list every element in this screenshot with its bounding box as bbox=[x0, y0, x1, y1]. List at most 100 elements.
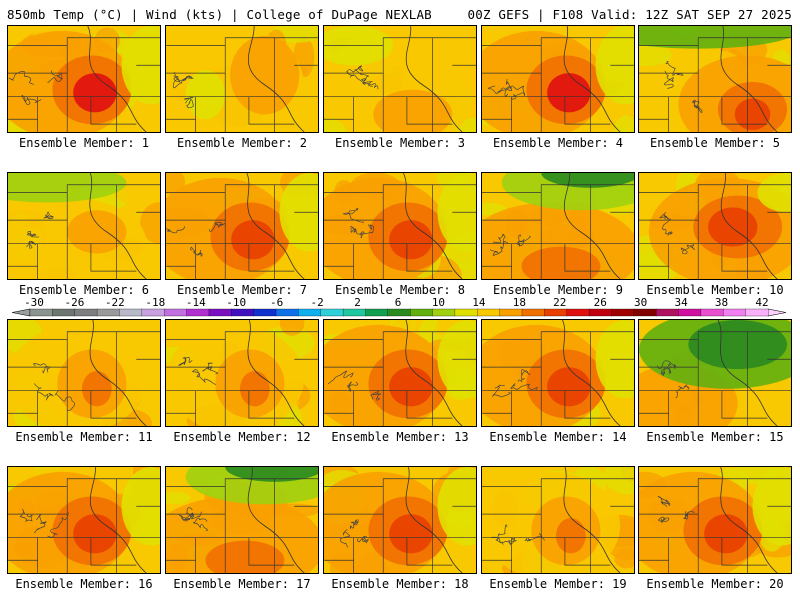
field-patch bbox=[166, 491, 191, 505]
colorbar-tick-label: -30 bbox=[24, 296, 44, 309]
ensemble-member-label: Ensemble Member: 13 bbox=[331, 430, 469, 444]
river-line bbox=[87, 26, 147, 132]
ensemble-member-map bbox=[481, 319, 635, 427]
terrain-contour bbox=[664, 70, 674, 89]
ensemble-member-label: Ensemble Member: 8 bbox=[334, 283, 466, 297]
ensemble-member-map bbox=[165, 172, 319, 280]
colorbar-segment bbox=[723, 308, 747, 317]
field-blob bbox=[230, 35, 300, 115]
river-line bbox=[247, 26, 305, 132]
colorbar-tick-label: -18 bbox=[145, 296, 165, 309]
terrain-contour bbox=[33, 363, 50, 374]
colorbar-segment bbox=[52, 308, 76, 317]
terrain-contour bbox=[516, 234, 531, 248]
colorbar-segment bbox=[141, 308, 165, 317]
ensemble-member-label: Ensemble Member: 1 bbox=[18, 136, 150, 150]
state-boundary bbox=[406, 96, 453, 125]
ensemble-member-label: Ensemble Member: 14 bbox=[489, 430, 627, 444]
colorbar-tick-label: 18 bbox=[513, 296, 526, 309]
river-line bbox=[720, 467, 778, 573]
colorbar-segment bbox=[678, 308, 702, 317]
ensemble-member-map bbox=[638, 172, 792, 280]
state-boundary bbox=[482, 478, 634, 515]
field-blob bbox=[389, 514, 433, 554]
state-boundary bbox=[406, 390, 453, 419]
river-line bbox=[247, 467, 305, 573]
colorbar-segment bbox=[611, 308, 635, 317]
river-line bbox=[720, 26, 778, 132]
colorbar-segment bbox=[499, 308, 523, 317]
ensemble-member-map bbox=[7, 466, 161, 574]
colorbar-tick-label: -2 bbox=[310, 296, 323, 309]
temperature-field bbox=[166, 320, 318, 426]
colorbar-segment bbox=[544, 308, 568, 317]
state-boundary bbox=[639, 478, 791, 515]
temperature-field bbox=[639, 467, 791, 573]
colorbar-tick-label: 10 bbox=[432, 296, 445, 309]
terrain-contour bbox=[488, 85, 507, 95]
state-boundary bbox=[482, 331, 634, 368]
river-line bbox=[563, 173, 621, 279]
ensemble-member-label: Ensemble Member: 9 bbox=[492, 283, 624, 297]
terrain-contour bbox=[501, 537, 518, 546]
field-blob bbox=[389, 220, 433, 260]
state-boundary bbox=[90, 390, 137, 419]
colorbar-segment bbox=[477, 308, 501, 317]
state-boundary bbox=[90, 96, 137, 125]
ensemble-member-label: Ensemble Member: 15 bbox=[646, 430, 784, 444]
terrain-contour bbox=[33, 383, 54, 401]
state-boundary bbox=[324, 478, 476, 515]
colorbar-tick-label: -22 bbox=[105, 296, 125, 309]
state-boundary bbox=[166, 331, 318, 368]
field-patch bbox=[482, 467, 524, 481]
river-line bbox=[89, 320, 147, 426]
ensemble-member-label: Ensemble Member: 3 bbox=[334, 136, 466, 150]
state-boundary bbox=[406, 243, 453, 272]
terrain-contour bbox=[680, 244, 695, 255]
river-line bbox=[247, 320, 305, 426]
terrain-contour bbox=[173, 71, 183, 89]
terrain-contour bbox=[665, 60, 684, 76]
ensemble-member-label: Ensemble Member: 10 bbox=[646, 283, 784, 297]
field-patch bbox=[752, 405, 791, 426]
field-blob bbox=[231, 220, 275, 260]
terrain-contour bbox=[192, 517, 208, 532]
temperature-field bbox=[8, 467, 160, 573]
state-boundary bbox=[324, 331, 476, 368]
terrain-contour bbox=[347, 381, 359, 392]
field-blob bbox=[73, 514, 117, 554]
river-line bbox=[405, 26, 463, 132]
terrain-contour bbox=[340, 529, 351, 548]
river-line bbox=[403, 173, 463, 279]
state-boundary bbox=[90, 537, 137, 566]
ensemble-member-map bbox=[638, 25, 792, 133]
ensemble-member-map bbox=[323, 466, 477, 574]
state-boundary bbox=[482, 184, 634, 221]
field-patch bbox=[639, 43, 672, 67]
field-blob bbox=[639, 26, 791, 49]
terrain-contour bbox=[47, 512, 69, 538]
terrain-contour bbox=[349, 519, 359, 530]
field-patch bbox=[603, 467, 634, 495]
ensemble-member-label: Ensemble Member: 17 bbox=[173, 577, 311, 591]
colorbar-tick-label: -14 bbox=[186, 296, 206, 309]
state-boundary bbox=[406, 537, 453, 566]
state-boundary bbox=[90, 243, 137, 272]
colorbar-segment bbox=[745, 308, 769, 317]
terrain-contour bbox=[524, 533, 545, 542]
ensemble-member-map bbox=[638, 319, 792, 427]
terrain-contour bbox=[43, 211, 54, 220]
colorbar-tick-label: 22 bbox=[553, 296, 566, 309]
field-blob bbox=[547, 367, 591, 407]
state-boundary bbox=[166, 478, 318, 515]
state-boundary bbox=[324, 184, 476, 221]
terrain-contour bbox=[517, 369, 531, 383]
ensemble-member-label: Ensemble Member: 11 bbox=[15, 430, 153, 444]
temperature-field bbox=[482, 320, 634, 426]
terrain-contour bbox=[202, 362, 218, 375]
field-blob bbox=[688, 320, 788, 370]
terrain-contour bbox=[662, 218, 673, 236]
state-boundary bbox=[8, 37, 160, 74]
colorbar-segment bbox=[29, 308, 54, 317]
river-line bbox=[563, 467, 621, 573]
